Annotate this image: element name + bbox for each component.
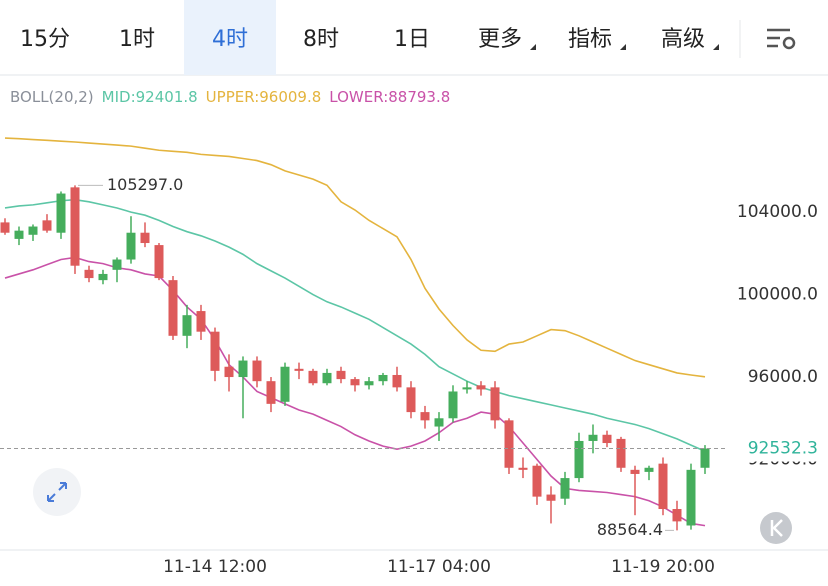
candle-body	[448, 391, 458, 419]
legend-name: LOWER	[329, 88, 383, 106]
candle-body	[546, 494, 556, 501]
candle-body	[98, 273, 108, 281]
tab[interactable]: 指标	[568, 27, 612, 52]
x-tick-label: 11-17 04:00	[387, 557, 491, 577]
candle-body	[154, 245, 164, 279]
candle-body	[686, 469, 696, 526]
tab[interactable]: 15分	[20, 27, 70, 52]
candle-body	[70, 187, 80, 266]
candle-body	[56, 193, 66, 233]
dropdown-arrow	[620, 44, 626, 50]
candle-body	[112, 259, 122, 270]
candle-body	[364, 381, 374, 386]
max-label: 105297.0	[107, 175, 183, 194]
boll-line	[4, 137, 706, 378]
candle-body	[322, 372, 332, 384]
dropdown-arrow	[713, 44, 719, 50]
candle-body	[308, 370, 318, 384]
last-price-label: 92532.3	[748, 439, 818, 459]
legend-separator: :	[383, 88, 388, 106]
boll-line	[4, 198, 706, 452]
candle-body	[630, 469, 640, 474]
candle-body	[602, 434, 612, 444]
tab[interactable]: 高级	[661, 27, 705, 52]
candle-body	[350, 379, 360, 386]
candle-body	[476, 385, 486, 390]
candle-body	[196, 311, 206, 332]
candle-body	[644, 467, 654, 472]
y-tick-label: 96000.0	[748, 367, 818, 387]
back-button[interactable]	[760, 512, 792, 544]
candle-body	[28, 226, 38, 235]
candle-body	[588, 434, 598, 441]
settings-icon[interactable]	[767, 28, 796, 50]
expand-button[interactable]	[33, 468, 81, 516]
candle-body	[420, 412, 430, 421]
candle-body	[14, 230, 24, 239]
tab-highlight	[184, 0, 276, 75]
legend: BOLL(20,2) MID:92401.8 UPPER:96009.8 LOWER:…	[10, 88, 450, 106]
candle-body	[434, 418, 444, 427]
candle-body	[252, 360, 262, 382]
candle-body	[182, 315, 192, 336]
candle-body	[672, 509, 682, 522]
candle-body	[42, 220, 52, 231]
candle-body	[490, 387, 500, 421]
candle-body	[140, 232, 150, 244]
candle-body	[504, 420, 514, 468]
tab[interactable]: 8时	[303, 27, 339, 52]
tab[interactable]: 4时	[212, 27, 248, 52]
tab[interactable]: 更多	[478, 27, 522, 52]
candle-body	[266, 381, 276, 404]
candle-body	[238, 360, 248, 378]
y-tick-label: 104000.0	[737, 202, 818, 222]
tab[interactable]: 1时	[119, 27, 155, 52]
candle-body	[658, 463, 668, 510]
dropdown-arrow	[530, 44, 536, 50]
candle-body	[126, 232, 136, 260]
legend-separator: :	[254, 88, 259, 106]
x-tick-label: 11-14 12:00	[163, 557, 267, 577]
x-tick-label: 11-19 20:00	[611, 557, 715, 577]
candle-body	[378, 374, 388, 382]
candle-body	[84, 269, 94, 279]
legend-value: 92401.8	[136, 88, 198, 106]
legend-name: MID	[102, 88, 131, 106]
candle-body	[294, 368, 304, 371]
candle-body	[336, 370, 346, 380]
candle-body	[518, 467, 528, 470]
min-label: 88564.4	[597, 520, 663, 539]
candle-body	[532, 465, 542, 497]
candle-body	[210, 331, 220, 371]
tab[interactable]: 1日	[394, 27, 430, 52]
candle-body	[406, 387, 416, 413]
legend-separator: :	[131, 88, 136, 106]
y-tick-label: 100000.0	[737, 285, 818, 305]
legend-name: UPPER	[206, 88, 255, 106]
candle-body	[616, 438, 626, 468]
legend-indicator: BOLL(20,2)	[10, 88, 94, 106]
legend-value: 88793.8	[388, 88, 450, 106]
candle-body	[560, 478, 570, 499]
last-price-box	[728, 435, 828, 462]
candle-body	[462, 387, 472, 390]
boll-line	[4, 256, 706, 527]
candle-body	[168, 280, 178, 336]
candle-body	[574, 440, 584, 479]
candle-body	[0, 222, 10, 233]
candle-body	[392, 374, 402, 388]
legend-value: 96009.8	[259, 88, 321, 106]
candle-body	[224, 366, 234, 378]
candle-body	[280, 366, 290, 402]
candle-body	[700, 448, 710, 468]
